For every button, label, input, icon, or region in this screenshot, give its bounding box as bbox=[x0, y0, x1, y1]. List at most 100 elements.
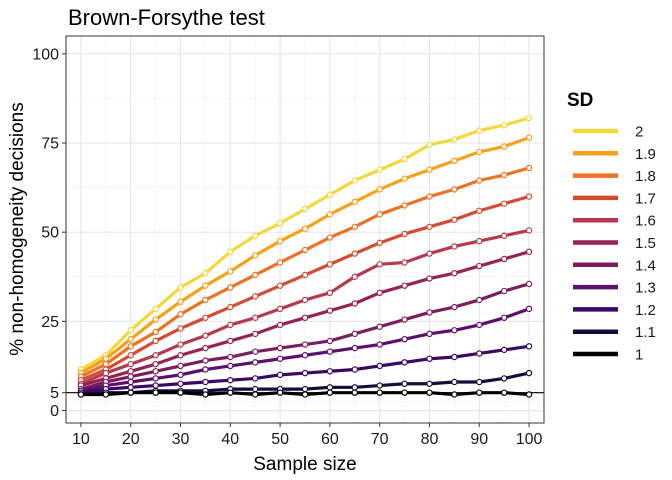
data-point bbox=[202, 296, 209, 304]
data-point bbox=[252, 330, 259, 338]
data-point bbox=[202, 332, 209, 339]
data-point bbox=[202, 357, 209, 364]
data-point bbox=[227, 248, 234, 255]
data-point bbox=[476, 350, 483, 357]
data-point bbox=[152, 389, 159, 396]
legend-label: 1.5 bbox=[635, 235, 656, 252]
data-point bbox=[252, 375, 259, 382]
data-point bbox=[127, 373, 134, 380]
data-point bbox=[351, 366, 358, 373]
data-point bbox=[525, 227, 533, 234]
data-point bbox=[77, 391, 85, 398]
data-point bbox=[426, 193, 433, 200]
data-point bbox=[152, 352, 159, 359]
data-point bbox=[326, 348, 334, 355]
data-point bbox=[500, 200, 508, 207]
series-1.4 bbox=[77, 280, 533, 393]
legend: SD 2 1.9 1.8 1.7 1.6 1.5 1.4 1.3 1.2 1.1 1 bbox=[567, 90, 656, 364]
data-point bbox=[401, 282, 408, 289]
legend-label: 1.9 bbox=[635, 146, 656, 163]
data-point bbox=[351, 198, 358, 206]
data-point bbox=[252, 314, 259, 321]
data-point bbox=[177, 371, 184, 379]
data-point bbox=[525, 248, 533, 255]
data-point bbox=[152, 382, 159, 389]
data-point bbox=[451, 157, 458, 165]
x-tick-label: 100 bbox=[516, 431, 543, 448]
data-point bbox=[301, 341, 309, 348]
data-point bbox=[376, 289, 383, 297]
series-1.2 bbox=[77, 343, 533, 396]
data-point bbox=[525, 391, 533, 398]
data-point bbox=[525, 114, 533, 122]
data-point bbox=[476, 127, 483, 134]
data-point bbox=[351, 177, 358, 184]
x-tick-label: 70 bbox=[371, 431, 389, 448]
series-1.5 bbox=[77, 248, 533, 389]
x-tick-label: 50 bbox=[271, 431, 289, 448]
data-point bbox=[202, 378, 209, 386]
legend-item-1.5: 1.5 bbox=[573, 235, 656, 252]
data-point bbox=[227, 362, 234, 370]
data-point bbox=[525, 343, 533, 350]
data-point bbox=[252, 293, 259, 300]
data-point bbox=[376, 239, 383, 247]
data-point bbox=[127, 343, 134, 350]
data-point bbox=[376, 382, 383, 389]
data-point bbox=[500, 255, 508, 263]
data-point bbox=[326, 389, 334, 396]
data-point bbox=[127, 327, 134, 334]
x-tick-label: 30 bbox=[172, 431, 190, 448]
x-tick-label: 60 bbox=[321, 431, 339, 448]
data-point bbox=[376, 211, 383, 218]
data-point bbox=[252, 252, 259, 259]
data-point bbox=[326, 211, 334, 218]
data-point bbox=[202, 314, 209, 321]
series-1.7 bbox=[77, 193, 533, 384]
data-point bbox=[202, 391, 209, 398]
legend-label: 1.7 bbox=[635, 190, 656, 207]
data-point bbox=[227, 268, 234, 275]
data-point bbox=[426, 250, 433, 257]
data-point bbox=[451, 378, 458, 386]
data-point bbox=[252, 359, 259, 366]
data-point bbox=[525, 134, 533, 141]
data-point bbox=[476, 389, 483, 396]
data-point bbox=[102, 360, 110, 368]
data-point bbox=[476, 296, 483, 304]
data-point bbox=[177, 362, 184, 370]
data-point bbox=[102, 391, 110, 398]
data-point bbox=[301, 296, 309, 304]
data-point bbox=[127, 384, 134, 391]
data-point bbox=[376, 166, 383, 173]
data-point bbox=[525, 164, 533, 172]
data-point bbox=[276, 344, 284, 352]
data-point bbox=[500, 143, 508, 150]
legend-item-1.3: 1.3 bbox=[573, 280, 656, 297]
legend-label: 1.2 bbox=[635, 302, 656, 319]
data-point bbox=[351, 344, 358, 352]
x-tick-label: 20 bbox=[122, 431, 140, 448]
data-point bbox=[276, 355, 284, 362]
data-point bbox=[252, 271, 259, 279]
data-point bbox=[301, 369, 309, 377]
data-point bbox=[152, 305, 159, 313]
data-point bbox=[326, 368, 334, 375]
x-tick-label: 40 bbox=[221, 431, 239, 448]
legend-label: 1.1 bbox=[635, 324, 656, 341]
x-tick-label: 90 bbox=[470, 431, 488, 448]
data-point bbox=[152, 375, 159, 382]
y-tick-label: 5 bbox=[50, 385, 59, 402]
data-point bbox=[451, 269, 458, 277]
data-point bbox=[451, 391, 458, 398]
legend-item-1.4: 1.4 bbox=[573, 257, 656, 274]
data-point bbox=[127, 360, 134, 368]
data-point bbox=[152, 328, 159, 336]
data-point bbox=[426, 380, 433, 387]
series-1.8 bbox=[77, 164, 533, 380]
data-point bbox=[351, 330, 358, 338]
data-point bbox=[500, 375, 508, 382]
data-point bbox=[326, 234, 334, 241]
data-point bbox=[401, 175, 408, 182]
